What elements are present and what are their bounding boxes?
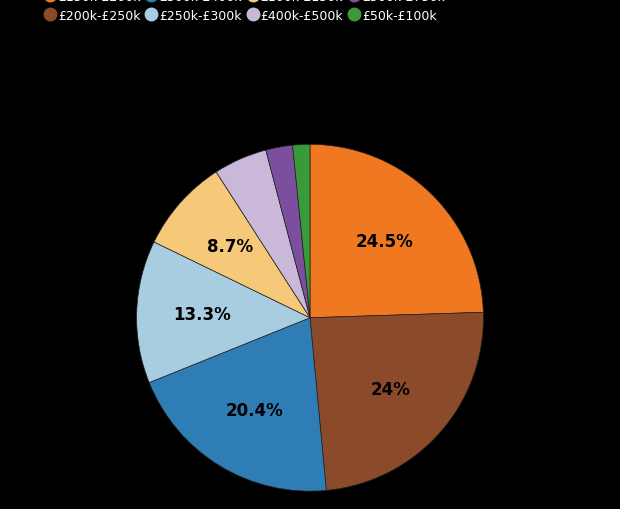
Text: 24.5%: 24.5% bbox=[356, 232, 414, 250]
Wedge shape bbox=[216, 151, 310, 318]
Wedge shape bbox=[266, 146, 310, 318]
Wedge shape bbox=[154, 173, 310, 318]
Text: 13.3%: 13.3% bbox=[174, 305, 231, 323]
Wedge shape bbox=[293, 145, 310, 318]
Wedge shape bbox=[310, 313, 484, 490]
Legend: £150k-£200k, £200k-£250k, £300k-£400k, £250k-£300k, £100k-£150k, £400k-£500k, £5: £150k-£200k, £200k-£250k, £300k-£400k, £… bbox=[43, 0, 448, 26]
Text: 24%: 24% bbox=[371, 380, 410, 398]
Wedge shape bbox=[310, 145, 484, 318]
Text: 8.7%: 8.7% bbox=[206, 238, 252, 256]
Text: 20.4%: 20.4% bbox=[225, 401, 283, 419]
Wedge shape bbox=[149, 318, 326, 491]
Wedge shape bbox=[136, 242, 310, 383]
